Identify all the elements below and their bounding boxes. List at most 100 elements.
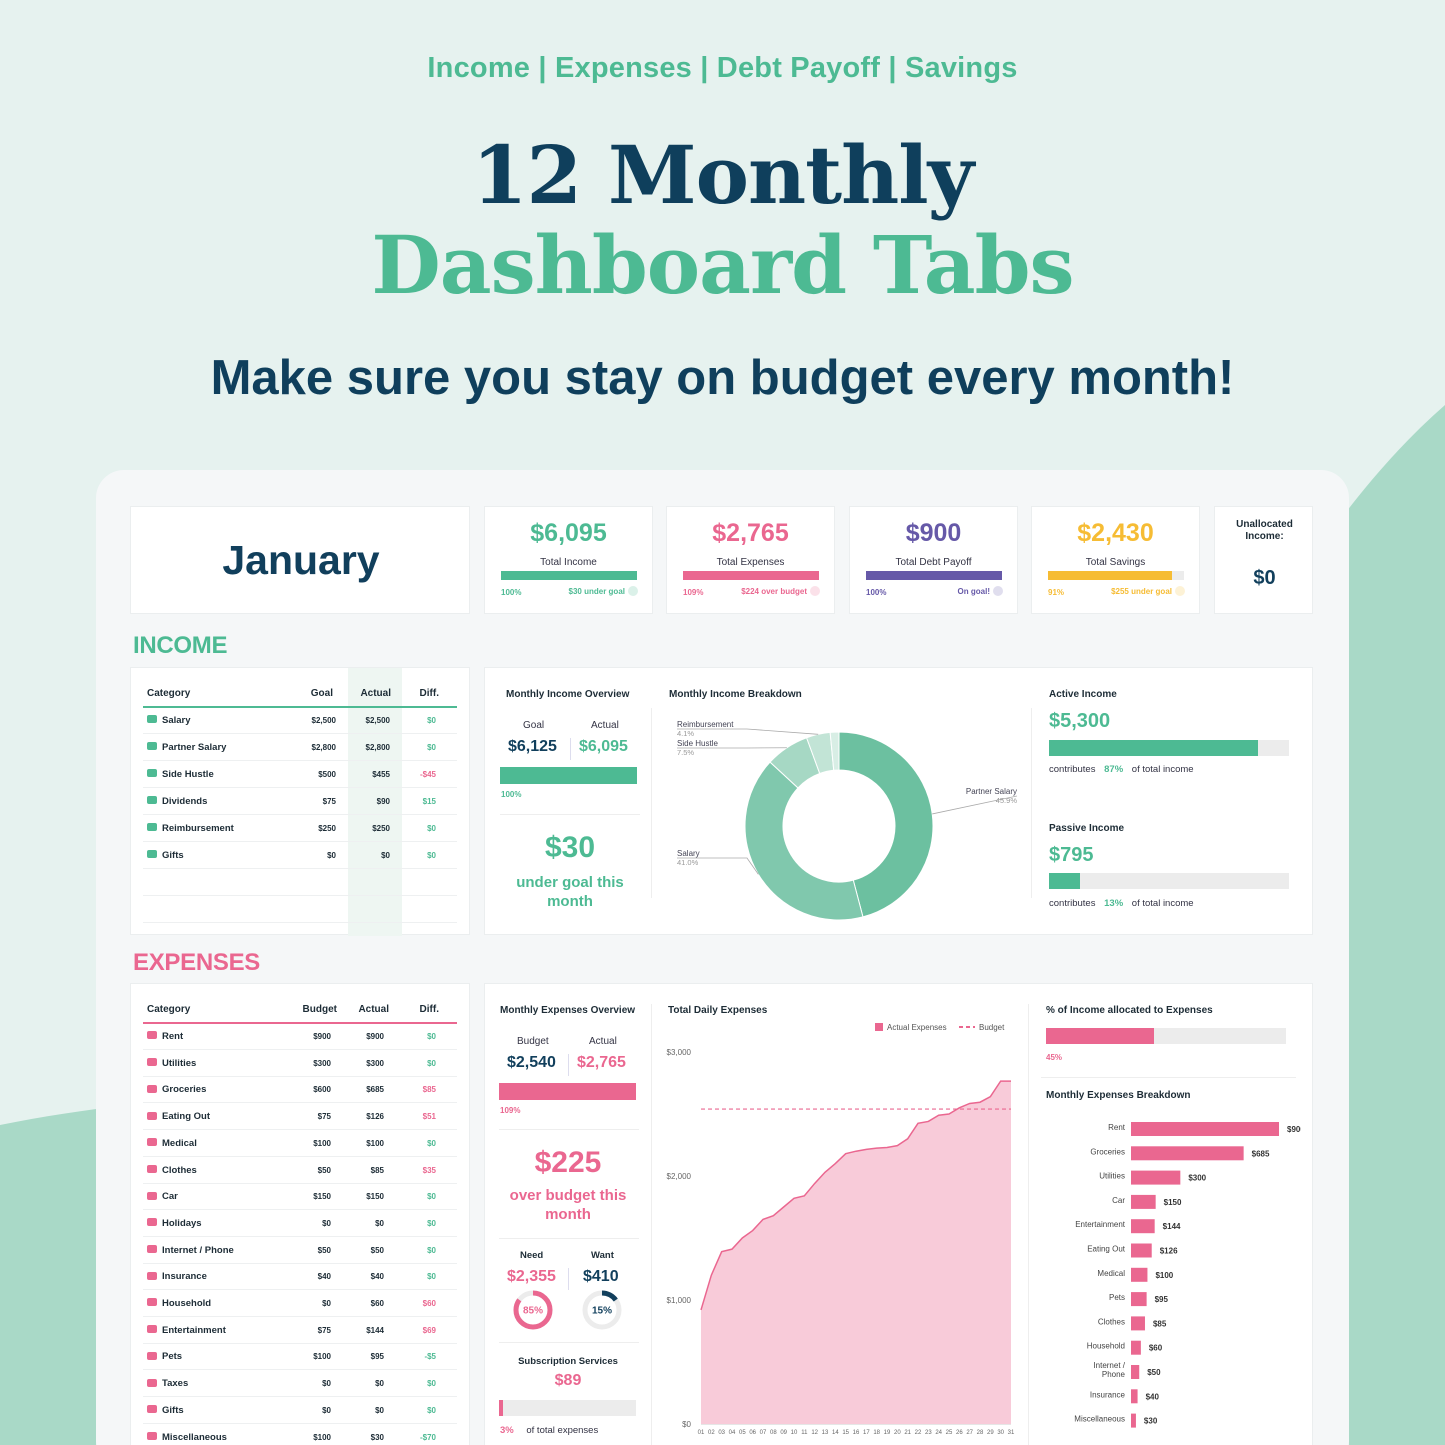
x-tick-label: 14 <box>832 1430 839 1436</box>
wifi-icon <box>147 1245 157 1254</box>
active-income-caption: contributes 87% of total income <box>1049 764 1194 775</box>
category-label: Miscellaneous <box>162 1431 227 1443</box>
row-actual: $100 <box>366 1138 384 1148</box>
unallocated-label: Unallocated Income: <box>1236 519 1293 542</box>
donut-label: Salary <box>677 849 700 858</box>
cash-icon <box>147 823 157 832</box>
passive-income-value: $795 <box>1049 844 1094 866</box>
row-budget: $600 <box>313 1085 331 1095</box>
want-value: $410 <box>583 1268 619 1285</box>
ring-fill <box>513 1290 553 1330</box>
income-section-title: INCOME <box>133 632 228 659</box>
row-category: Miscellaneous <box>147 1432 227 1443</box>
heart-icon <box>147 1138 157 1147</box>
table-header: Actual <box>358 1004 389 1015</box>
row-diff: $0 <box>427 851 436 860</box>
gift-icon <box>147 850 157 859</box>
row-actual: $685 <box>366 1085 384 1095</box>
table-row: Insurance $40 $40 $0 <box>143 1264 457 1291</box>
paw-icon <box>147 1351 157 1360</box>
row-diff: $60 <box>422 1299 436 1308</box>
divider <box>1028 1004 1029 1445</box>
row-category: Clothes <box>147 1165 197 1176</box>
row-category: Holidays <box>147 1218 202 1229</box>
divider <box>568 1054 569 1076</box>
summary-tile: $900 Total Debt Payoff 100% On goal! <box>849 506 1018 614</box>
y-tick-label: $3,000 <box>667 1048 692 1057</box>
table-header: Category <box>147 688 191 699</box>
category-label: Pets <box>162 1351 183 1363</box>
need-value: $2,355 <box>507 1268 556 1285</box>
row-goal: $75 <box>322 797 336 806</box>
active-pct: 87% <box>1104 764 1124 775</box>
row-actual: $300 <box>366 1058 384 1068</box>
expenses-breakdown-chart: Rent $900 Groceries $685 Utilities $300 Car $15… <box>1074 1122 1301 1428</box>
daily-expenses-title: Total Daily Expenses <box>668 1005 768 1016</box>
row-actual: $144 <box>366 1325 384 1335</box>
row-category: Insurance <box>147 1271 207 1282</box>
row-category: Salary <box>147 715 191 726</box>
category-label: Entertainment <box>162 1324 226 1336</box>
subs-label: Subscription Services <box>518 1356 618 1367</box>
row-category: Entertainment <box>147 1325 226 1336</box>
row-category: Internet / Phone <box>147 1245 234 1256</box>
bar-value-label: $40 <box>1146 1392 1160 1401</box>
row-actual: $50 <box>370 1245 384 1255</box>
category-label: Gifts <box>162 850 184 861</box>
row-budget: $75 <box>317 1112 331 1122</box>
income-table-card: Category Goal Actual Diff. Salary $2,500 $2,50… <box>130 667 470 936</box>
want-label: Want <box>591 1250 614 1261</box>
x-tick-label: 12 <box>811 1430 818 1436</box>
summary-pct: 109% <box>683 588 704 597</box>
document-icon <box>147 1378 157 1387</box>
row-budget: $0 <box>322 1218 331 1228</box>
row-actual: $126 <box>366 1112 384 1122</box>
tv-icon <box>147 1325 157 1334</box>
x-tick-label: 10 <box>791 1430 798 1436</box>
bar <box>1131 1122 1279 1136</box>
row-category: Household <box>147 1298 211 1309</box>
bar-category-label: Utilities <box>1099 1172 1125 1181</box>
x-tick-label: 31 <box>1008 1430 1015 1436</box>
category-label: Dividends <box>162 796 208 807</box>
exp-budget-value: $2,540 <box>507 1054 556 1071</box>
row-budget: $0 <box>322 1299 331 1308</box>
x-tick-label: 30 <box>997 1430 1004 1436</box>
divider <box>651 708 652 898</box>
x-tick-label: 21 <box>904 1430 911 1436</box>
summary-note-text: $255 under goal <box>1111 587 1172 597</box>
plane-icon <box>147 1218 157 1227</box>
summary-note: $30 under goal <box>568 586 638 597</box>
expenses-charts-card: Monthly Expenses Overview Budget Actual … <box>484 983 1313 1445</box>
exp-overview-bar <box>499 1083 636 1100</box>
bar-category-label: Internet / Phone <box>1093 1361 1125 1379</box>
passive-pct: 13% <box>1104 898 1124 909</box>
income-charts-card: Monthly Income Overview Goal Actual $6,1… <box>484 667 1313 935</box>
row-diff: $0 <box>427 1192 436 1202</box>
allocated-bar <box>1046 1028 1286 1044</box>
summary-bar <box>1048 571 1184 580</box>
row-budget: $40 <box>317 1272 331 1282</box>
row-goal: $250 <box>318 824 336 833</box>
donut-pct: 7.5% <box>677 748 694 757</box>
gift-icon <box>147 1405 157 1414</box>
donut-slice <box>829 731 840 771</box>
tagline: Income | Expenses | Debt Payoff | Saving… <box>427 52 1018 84</box>
table-row: Medical $100 $100 $0 <box>143 1131 457 1157</box>
income-goal-label: Goal <box>523 720 545 731</box>
actual-line <box>700 1080 1011 1311</box>
row-diff: -$45 <box>419 770 436 779</box>
divider <box>570 738 571 760</box>
summary-note-text: $30 under goal <box>568 587 625 597</box>
x-tick-label: 20 <box>894 1430 901 1436</box>
bar-category-label: Household <box>1087 1342 1125 1351</box>
donut-label: Reimbursement <box>677 720 734 729</box>
bar-category-label: Car <box>1112 1196 1125 1205</box>
donut-slice <box>838 731 934 918</box>
table-row: Eating Out $75 $126 $51 <box>143 1104 457 1131</box>
bar <box>1131 1170 1181 1185</box>
table-header: Diff. <box>419 1004 439 1015</box>
summary-tile: $2,430 Total Savings 91% $255 under goal <box>1031 506 1200 614</box>
bar-category-label: Eating Out <box>1087 1245 1126 1254</box>
